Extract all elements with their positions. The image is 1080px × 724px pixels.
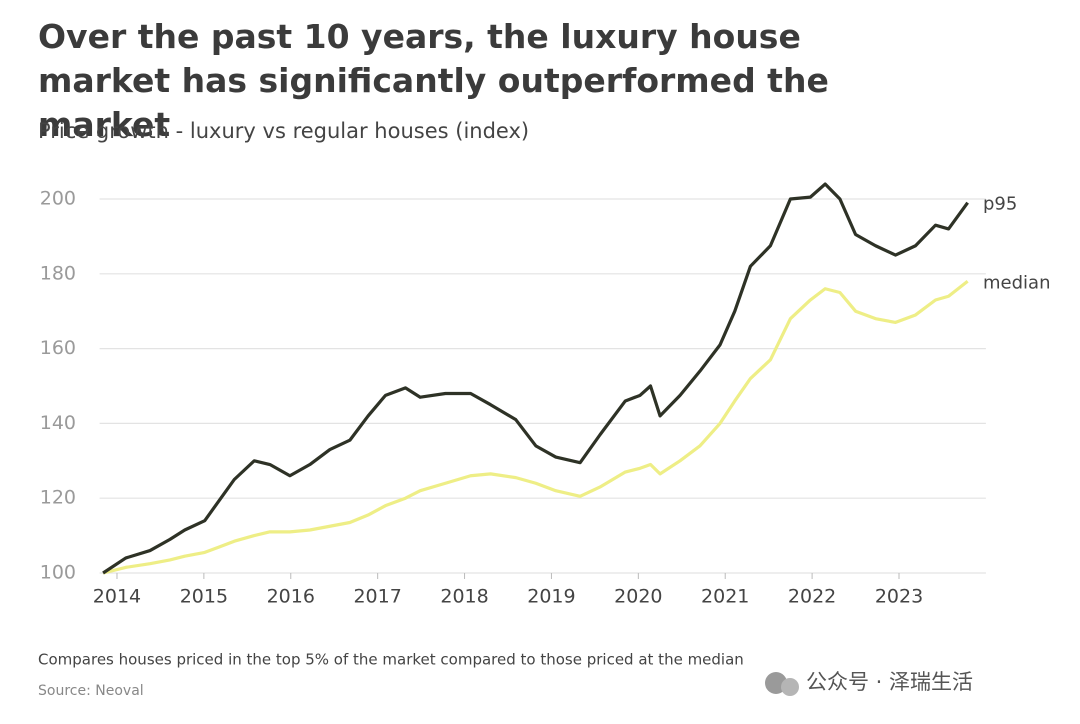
series-label: median <box>983 272 1050 293</box>
y-tick-label: 160 <box>40 337 76 359</box>
x-tick-label: 2014 <box>93 586 141 608</box>
source: Source: Neoval <box>38 683 144 699</box>
y-tick-label: 140 <box>40 412 76 434</box>
chart-title: Over the past 10 years, the luxury house… <box>38 17 829 144</box>
x-tick-label: 2015 <box>180 586 228 608</box>
watermark-icon <box>765 672 799 696</box>
line-series <box>102 182 969 575</box>
x-tick-label: 2022 <box>788 586 836 608</box>
line-series <box>102 280 969 575</box>
x-tick-label: 2023 <box>875 586 923 608</box>
x-tick-label: 2019 <box>527 586 575 608</box>
series-label: p95 <box>983 194 1017 215</box>
x-tick-label: 2020 <box>614 586 662 608</box>
x-tick-label: 2021 <box>701 586 749 608</box>
y-tick-label: 200 <box>40 188 76 210</box>
x-tick-label: 2017 <box>353 586 401 608</box>
y-tick-label: 100 <box>40 562 76 584</box>
y-tick-label: 180 <box>40 262 76 284</box>
y-tick-label: 120 <box>40 487 76 509</box>
watermark: 公众号 · 泽瑞生活 <box>806 670 973 694</box>
footnote: Compares houses priced in the top 5% of … <box>38 651 744 669</box>
chart-subtitle: Price growth - luxury vs regular houses … <box>38 119 529 143</box>
x-tick-label: 2016 <box>267 586 315 608</box>
x-tick-label: 2018 <box>440 586 488 608</box>
